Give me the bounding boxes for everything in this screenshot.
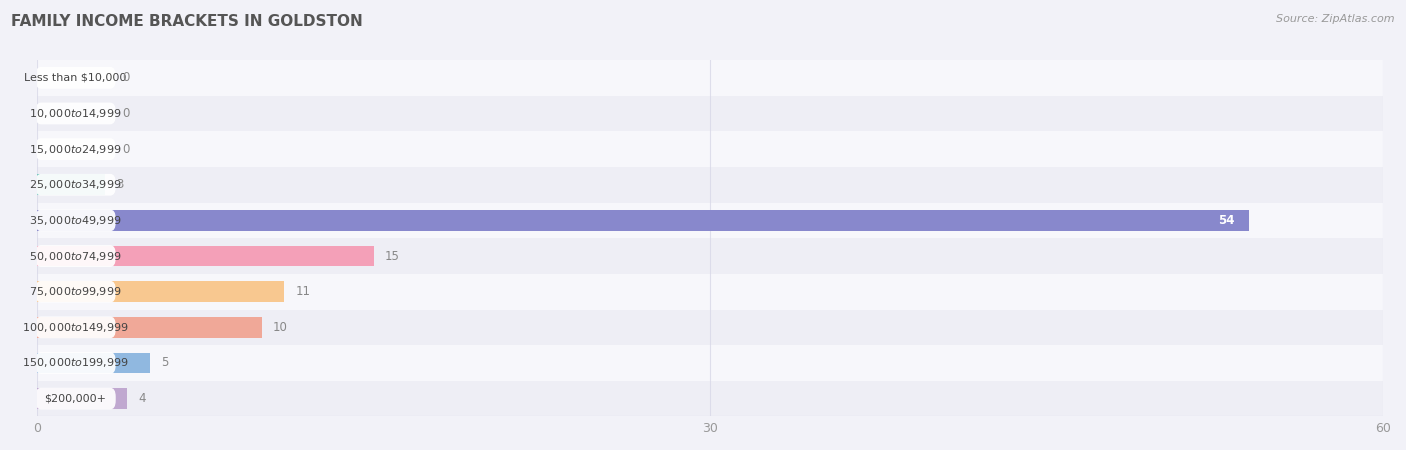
Text: 11: 11 — [295, 285, 311, 298]
Bar — [38, 60, 1384, 96]
Bar — [38, 353, 149, 374]
Bar — [38, 175, 104, 195]
FancyBboxPatch shape — [35, 388, 115, 410]
Text: $35,000 to $49,999: $35,000 to $49,999 — [30, 214, 122, 227]
Text: 5: 5 — [160, 356, 169, 369]
Text: $200,000+: $200,000+ — [45, 394, 107, 404]
FancyBboxPatch shape — [35, 245, 115, 267]
Text: 3: 3 — [115, 178, 124, 191]
Bar — [38, 202, 1384, 238]
Text: 15: 15 — [385, 250, 399, 262]
Bar — [38, 131, 1384, 167]
Text: $150,000 to $199,999: $150,000 to $199,999 — [22, 356, 129, 369]
Bar — [38, 96, 1384, 131]
FancyBboxPatch shape — [35, 352, 115, 374]
Text: 0: 0 — [122, 107, 129, 120]
Text: FAMILY INCOME BRACKETS IN GOLDSTON: FAMILY INCOME BRACKETS IN GOLDSTON — [11, 14, 363, 28]
Text: Less than $10,000: Less than $10,000 — [24, 73, 127, 83]
Bar — [38, 381, 1384, 416]
Bar — [38, 281, 284, 302]
FancyBboxPatch shape — [35, 210, 115, 231]
Text: 0: 0 — [122, 71, 129, 84]
Text: $15,000 to $24,999: $15,000 to $24,999 — [30, 143, 122, 156]
Text: $10,000 to $14,999: $10,000 to $14,999 — [30, 107, 122, 120]
Bar — [38, 167, 1384, 202]
Bar — [38, 210, 1249, 231]
FancyBboxPatch shape — [35, 281, 115, 302]
FancyBboxPatch shape — [35, 67, 115, 89]
Bar — [38, 246, 374, 266]
Text: 0: 0 — [122, 143, 129, 156]
Text: 54: 54 — [1219, 214, 1234, 227]
FancyBboxPatch shape — [35, 316, 115, 338]
Bar — [38, 317, 262, 338]
Bar — [38, 274, 1384, 310]
FancyBboxPatch shape — [35, 174, 115, 196]
Text: $50,000 to $74,999: $50,000 to $74,999 — [30, 250, 122, 262]
Text: $75,000 to $99,999: $75,000 to $99,999 — [30, 285, 122, 298]
Bar — [38, 310, 1384, 345]
Bar — [38, 238, 1384, 274]
Bar — [38, 388, 127, 409]
Text: 10: 10 — [273, 321, 288, 334]
Text: 4: 4 — [138, 392, 146, 405]
FancyBboxPatch shape — [35, 138, 115, 160]
Bar — [38, 345, 1384, 381]
Text: $25,000 to $34,999: $25,000 to $34,999 — [30, 178, 122, 191]
Text: Source: ZipAtlas.com: Source: ZipAtlas.com — [1277, 14, 1395, 23]
FancyBboxPatch shape — [35, 103, 115, 124]
Text: $100,000 to $149,999: $100,000 to $149,999 — [22, 321, 129, 334]
